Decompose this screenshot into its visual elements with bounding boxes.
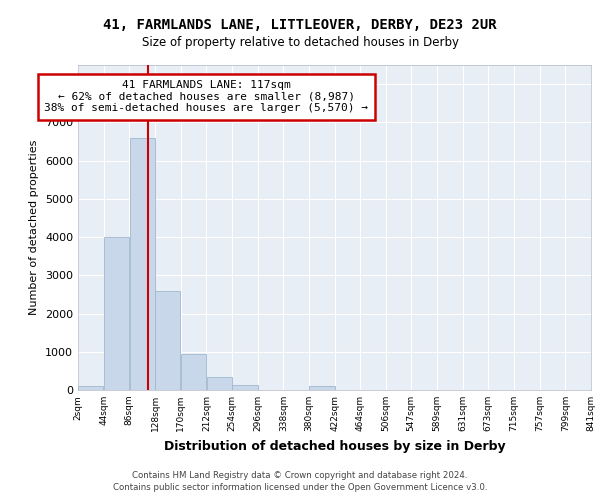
Bar [155, 290, 181, 390]
Text: 41 FARMLANDS LANE: 117sqm
← 62% of detached houses are smaller (8,987)
38% of se: 41 FARMLANDS LANE: 117sqm ← 62% of detac… [44, 80, 368, 114]
Y-axis label: Number of detached properties: Number of detached properties [29, 140, 40, 315]
Bar [206, 378, 232, 390]
Bar [310, 386, 335, 390]
Text: Contains HM Land Registry data © Crown copyright and database right 2024.
Contai: Contains HM Land Registry data © Crown c… [113, 470, 487, 492]
Bar [130, 138, 155, 390]
Bar [78, 386, 103, 390]
Text: Size of property relative to detached houses in Derby: Size of property relative to detached ho… [142, 36, 458, 49]
Bar [104, 237, 129, 390]
Bar [181, 354, 206, 390]
Text: 41, FARMLANDS LANE, LITTLEOVER, DERBY, DE23 2UR: 41, FARMLANDS LANE, LITTLEOVER, DERBY, D… [103, 18, 497, 32]
X-axis label: Distribution of detached houses by size in Derby: Distribution of detached houses by size … [164, 440, 505, 452]
Bar [232, 385, 257, 390]
